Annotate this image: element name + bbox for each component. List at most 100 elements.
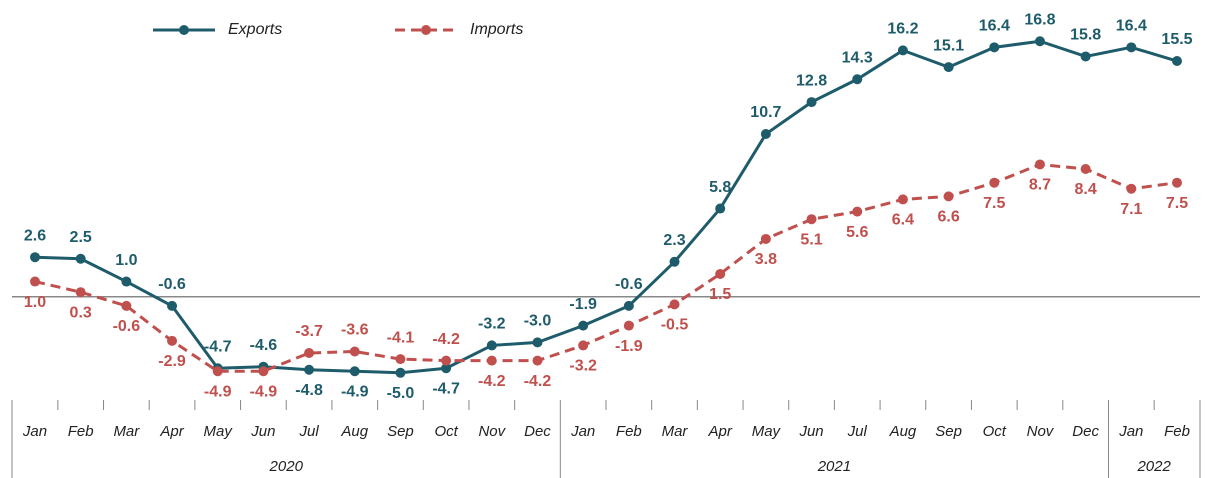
data-label: 6.6 [937, 209, 959, 226]
point [852, 206, 863, 217]
x-tick-label: Oct [983, 423, 1007, 440]
data-label: -3.2 [478, 316, 506, 333]
data-label: -0.6 [158, 276, 186, 293]
point [75, 253, 86, 264]
x-tick-label: Jun [798, 423, 823, 440]
point [121, 276, 132, 287]
data-label: -4.7 [204, 338, 232, 355]
series-line [34, 162, 1178, 373]
x-tick-label: Oct [434, 423, 458, 440]
data-label: 1.0 [24, 294, 46, 311]
x-tick-label: May [752, 423, 782, 440]
data-label: -3.7 [295, 323, 323, 340]
point [1080, 51, 1091, 62]
data-label: -0.5 [661, 317, 689, 334]
point [1126, 183, 1137, 194]
point [1126, 42, 1137, 53]
point [1034, 36, 1045, 47]
point [806, 214, 817, 225]
point [1080, 164, 1091, 174]
data-label: -4.7 [432, 380, 460, 397]
point [258, 366, 269, 377]
data-label: 8.7 [1029, 177, 1051, 194]
point [1172, 177, 1182, 188]
data-label: -1.9 [615, 338, 643, 355]
point [532, 337, 543, 348]
data-label: 16.2 [887, 21, 918, 38]
data-label: 2.3 [663, 232, 685, 249]
year-label: 2021 [817, 458, 851, 475]
point [760, 129, 771, 140]
point [30, 276, 40, 287]
x-tick-label: Dec [524, 423, 551, 440]
data-label: -3.2 [569, 358, 597, 375]
data-label: -0.6 [113, 318, 141, 335]
legend-label: Exports [228, 21, 282, 38]
point [532, 355, 543, 366]
data-label: 5.8 [709, 179, 731, 196]
data-label: -4.9 [204, 383, 232, 400]
legend-marker [421, 25, 431, 35]
x-tick-label: Jun [250, 423, 275, 440]
data-label: 5.1 [800, 231, 822, 248]
point [623, 320, 634, 331]
x-tick-label: Sep [387, 423, 414, 440]
point [304, 364, 315, 375]
point [806, 97, 817, 108]
data-label: 1.5 [709, 286, 731, 303]
data-label: 0.3 [70, 304, 92, 321]
data-label: 15.8 [1070, 27, 1101, 44]
x-tick-label: Jan [1118, 423, 1143, 440]
data-label: -4.2 [478, 373, 506, 390]
x-tick-label: May [204, 423, 234, 440]
point [212, 366, 223, 377]
point [1034, 159, 1045, 170]
data-label: 6.4 [892, 212, 914, 229]
x-tick-label: Nov [1027, 423, 1055, 440]
data-label: -4.1 [387, 329, 415, 346]
point [669, 256, 680, 267]
point [989, 42, 1000, 53]
data-label: -4.8 [295, 382, 323, 399]
data-label: 1.0 [115, 252, 137, 269]
year-label: 2020 [269, 458, 304, 475]
data-label: 8.4 [1075, 181, 1097, 198]
point [760, 233, 771, 244]
data-label: 16.4 [1116, 18, 1147, 35]
data-label: -1.9 [569, 296, 597, 313]
point [349, 346, 360, 357]
x-tick-label: Jul [847, 423, 868, 440]
x-tick-label: Feb [1164, 423, 1190, 440]
point [486, 340, 497, 351]
x-tick-label: Sep [935, 423, 962, 440]
data-label: -5.0 [387, 385, 415, 402]
x-tick-label: Feb [68, 423, 94, 440]
point [304, 348, 315, 359]
x-tick-label: Aug [889, 423, 917, 440]
data-label: -2.9 [158, 353, 186, 370]
data-label: 15.5 [1161, 31, 1192, 48]
x-tick-label: Mar [113, 423, 140, 440]
point [669, 299, 680, 310]
point [989, 177, 1000, 188]
data-label: 16.4 [979, 18, 1010, 35]
point [852, 74, 863, 85]
x-tick-label: Mar [662, 423, 689, 440]
point [943, 191, 954, 202]
legend-marker [179, 25, 189, 35]
point [121, 300, 132, 311]
point [578, 340, 589, 351]
data-label: 7.5 [983, 195, 1005, 212]
x-tick-label: Apr [159, 423, 184, 440]
data-label: 10.7 [750, 104, 781, 121]
x-tick-label: Aug [340, 423, 368, 440]
data-label: -4.2 [524, 373, 552, 390]
data-label: -0.6 [615, 276, 643, 293]
point [897, 194, 908, 205]
point [578, 320, 589, 331]
data-label: -3.0 [524, 313, 552, 330]
point [75, 287, 86, 298]
data-label: 14.3 [842, 49, 873, 66]
year-label: 2022 [1136, 458, 1171, 475]
